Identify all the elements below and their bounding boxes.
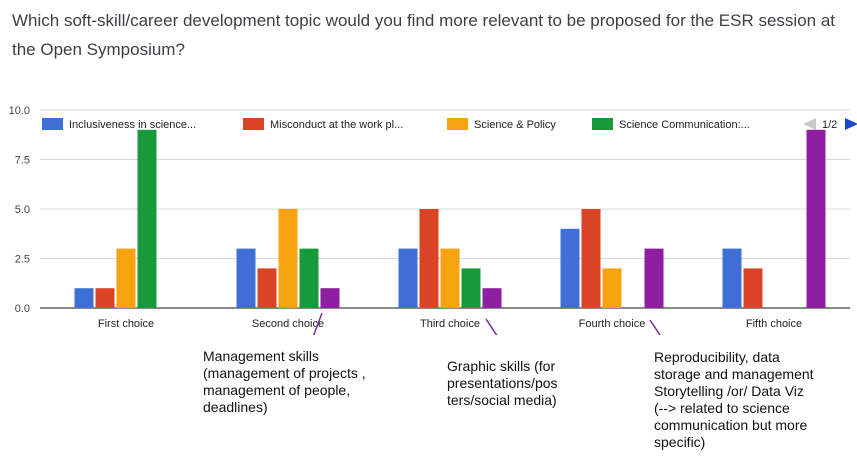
- legend-label: Science & Policy: [474, 119, 556, 131]
- y-tick-label: 2.5: [15, 254, 30, 266]
- bar: [581, 209, 601, 308]
- legend-item: Misconduct at the work pl...: [243, 118, 403, 131]
- legend-pager[interactable]: 1/2: [803, 118, 857, 131]
- x-tick-label: Third choice: [420, 318, 480, 330]
- bar: [560, 228, 580, 308]
- y-axis-labels: 0.0 2.5 5.0 7.5 10.0: [9, 105, 30, 315]
- annotation-line: [485, 318, 498, 335]
- bar: [482, 288, 502, 308]
- legend-swatch: [447, 118, 468, 130]
- y-tick-label: 10.0: [9, 105, 30, 117]
- annotation-line: [649, 319, 661, 335]
- x-axis-labels: First choice Second choice Third choice Fou…: [98, 318, 802, 330]
- bar: [461, 268, 481, 308]
- legend-swatch: [592, 118, 613, 130]
- legend-label: Inclusiveness in science...: [69, 119, 196, 131]
- legend: Inclusiveness in science... Misconduct at…: [42, 118, 750, 131]
- bar: [278, 209, 298, 308]
- bar: [137, 129, 157, 308]
- bar-chart: 0.0 2.5 5.0 7.5 10.0 First choice Second choi…: [9, 105, 857, 335]
- annotation-reproducibility: Reproducibility, data storage and manage…: [654, 349, 814, 450]
- bar: [602, 268, 622, 308]
- bar: [116, 248, 136, 308]
- survey-question: Which soft-skill/career development topi…: [12, 11, 836, 59]
- bar: [806, 129, 826, 308]
- next-page-icon[interactable]: [845, 118, 857, 130]
- x-tick-label: Fourth choice: [579, 318, 646, 330]
- annotation-management-skills: Management skills (management of project…: [203, 348, 366, 415]
- y-tick-label: 5.0: [15, 204, 30, 216]
- legend-label: Science Communication:...: [619, 119, 750, 131]
- bar: [440, 248, 460, 308]
- legend-swatch: [243, 118, 264, 130]
- prev-page-icon[interactable]: [803, 118, 816, 130]
- bar: [398, 248, 418, 308]
- x-tick-label: Second choice: [252, 318, 324, 330]
- annotation-line: [313, 312, 323, 335]
- x-tick-label: First choice: [98, 318, 154, 330]
- bar: [320, 288, 340, 308]
- bar: [95, 288, 115, 308]
- bar: [299, 248, 319, 308]
- bar: [419, 209, 439, 308]
- bar: [722, 248, 742, 308]
- bar: [257, 268, 277, 308]
- y-tick-label: 7.5: [15, 155, 30, 167]
- legend-item: Science Communication:...: [592, 118, 750, 131]
- bar: [236, 248, 256, 308]
- bar: [743, 268, 763, 308]
- annotation-lines: [313, 312, 661, 335]
- legend-item: Science & Policy: [447, 118, 556, 131]
- bar: [74, 288, 94, 308]
- legend-label: Misconduct at the work pl...: [270, 119, 403, 131]
- page-indicator: 1/2: [822, 119, 837, 131]
- bars: [74, 129, 826, 308]
- x-tick-label: Fifth choice: [746, 318, 802, 330]
- annotation-graphic-skills: Graphic skills (for presentations/pos te…: [447, 358, 558, 408]
- legend-swatch: [42, 118, 63, 130]
- y-tick-label: 0.0: [15, 303, 30, 315]
- legend-item: Inclusiveness in science...: [42, 118, 196, 131]
- bar: [644, 248, 664, 308]
